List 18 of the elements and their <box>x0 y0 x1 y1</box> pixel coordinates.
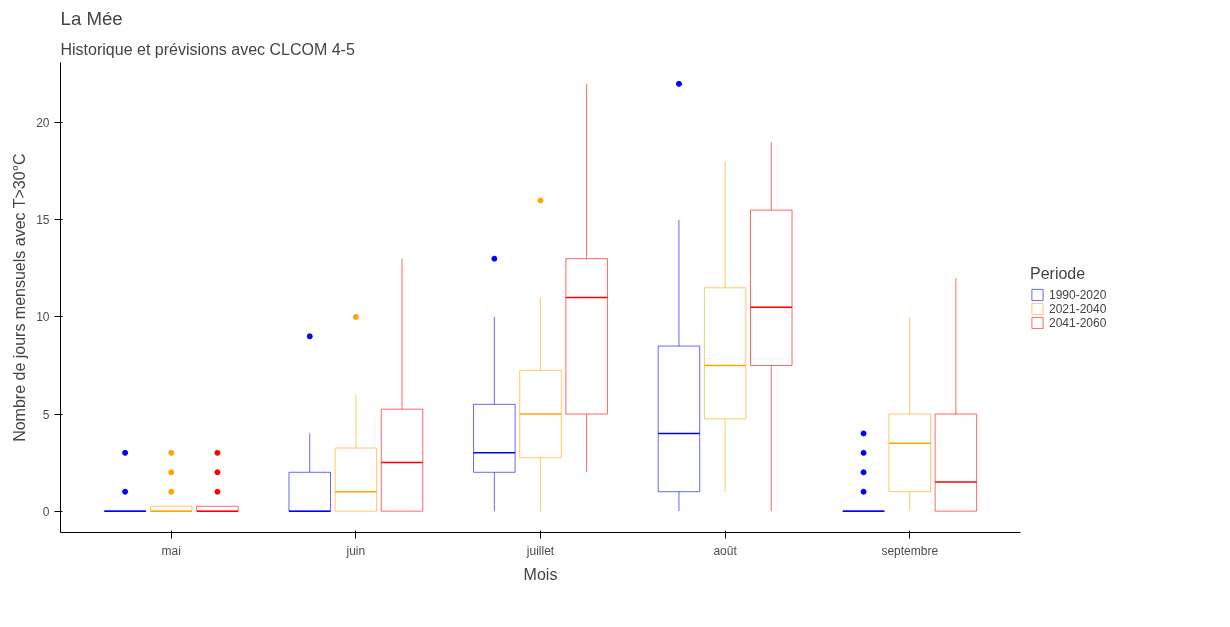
legend-label: 1990-2020 <box>1049 287 1107 302</box>
y-tick-label: 5 <box>42 407 50 422</box>
y-tick-label: 20 <box>36 116 50 131</box>
x-tick-label: août <box>713 543 738 558</box>
y-tick-label: 15 <box>36 213 50 228</box>
legend-title: Periode <box>1030 264 1087 283</box>
x-tick-label: juin <box>345 543 366 558</box>
y-tick-label: 0 <box>42 504 50 519</box>
x-axis-title: Mois <box>523 565 558 583</box>
y-tick-label: 10 <box>36 310 50 325</box>
chart-title: La Mée <box>60 7 123 29</box>
chart-subtitle: Historique et prévisions avec CLCOM 4-5 <box>60 40 355 58</box>
y-axis-title: Nombre de jours mensuels avec T>30°C <box>11 153 29 442</box>
x-tick-label: septembre <box>881 543 939 558</box>
x-tick-label: mai <box>161 543 181 558</box>
x-tick-label: juillet <box>525 543 555 558</box>
legend-label: 2021-2040 <box>1049 301 1107 316</box>
legend-label: 2041-2060 <box>1049 315 1107 330</box>
